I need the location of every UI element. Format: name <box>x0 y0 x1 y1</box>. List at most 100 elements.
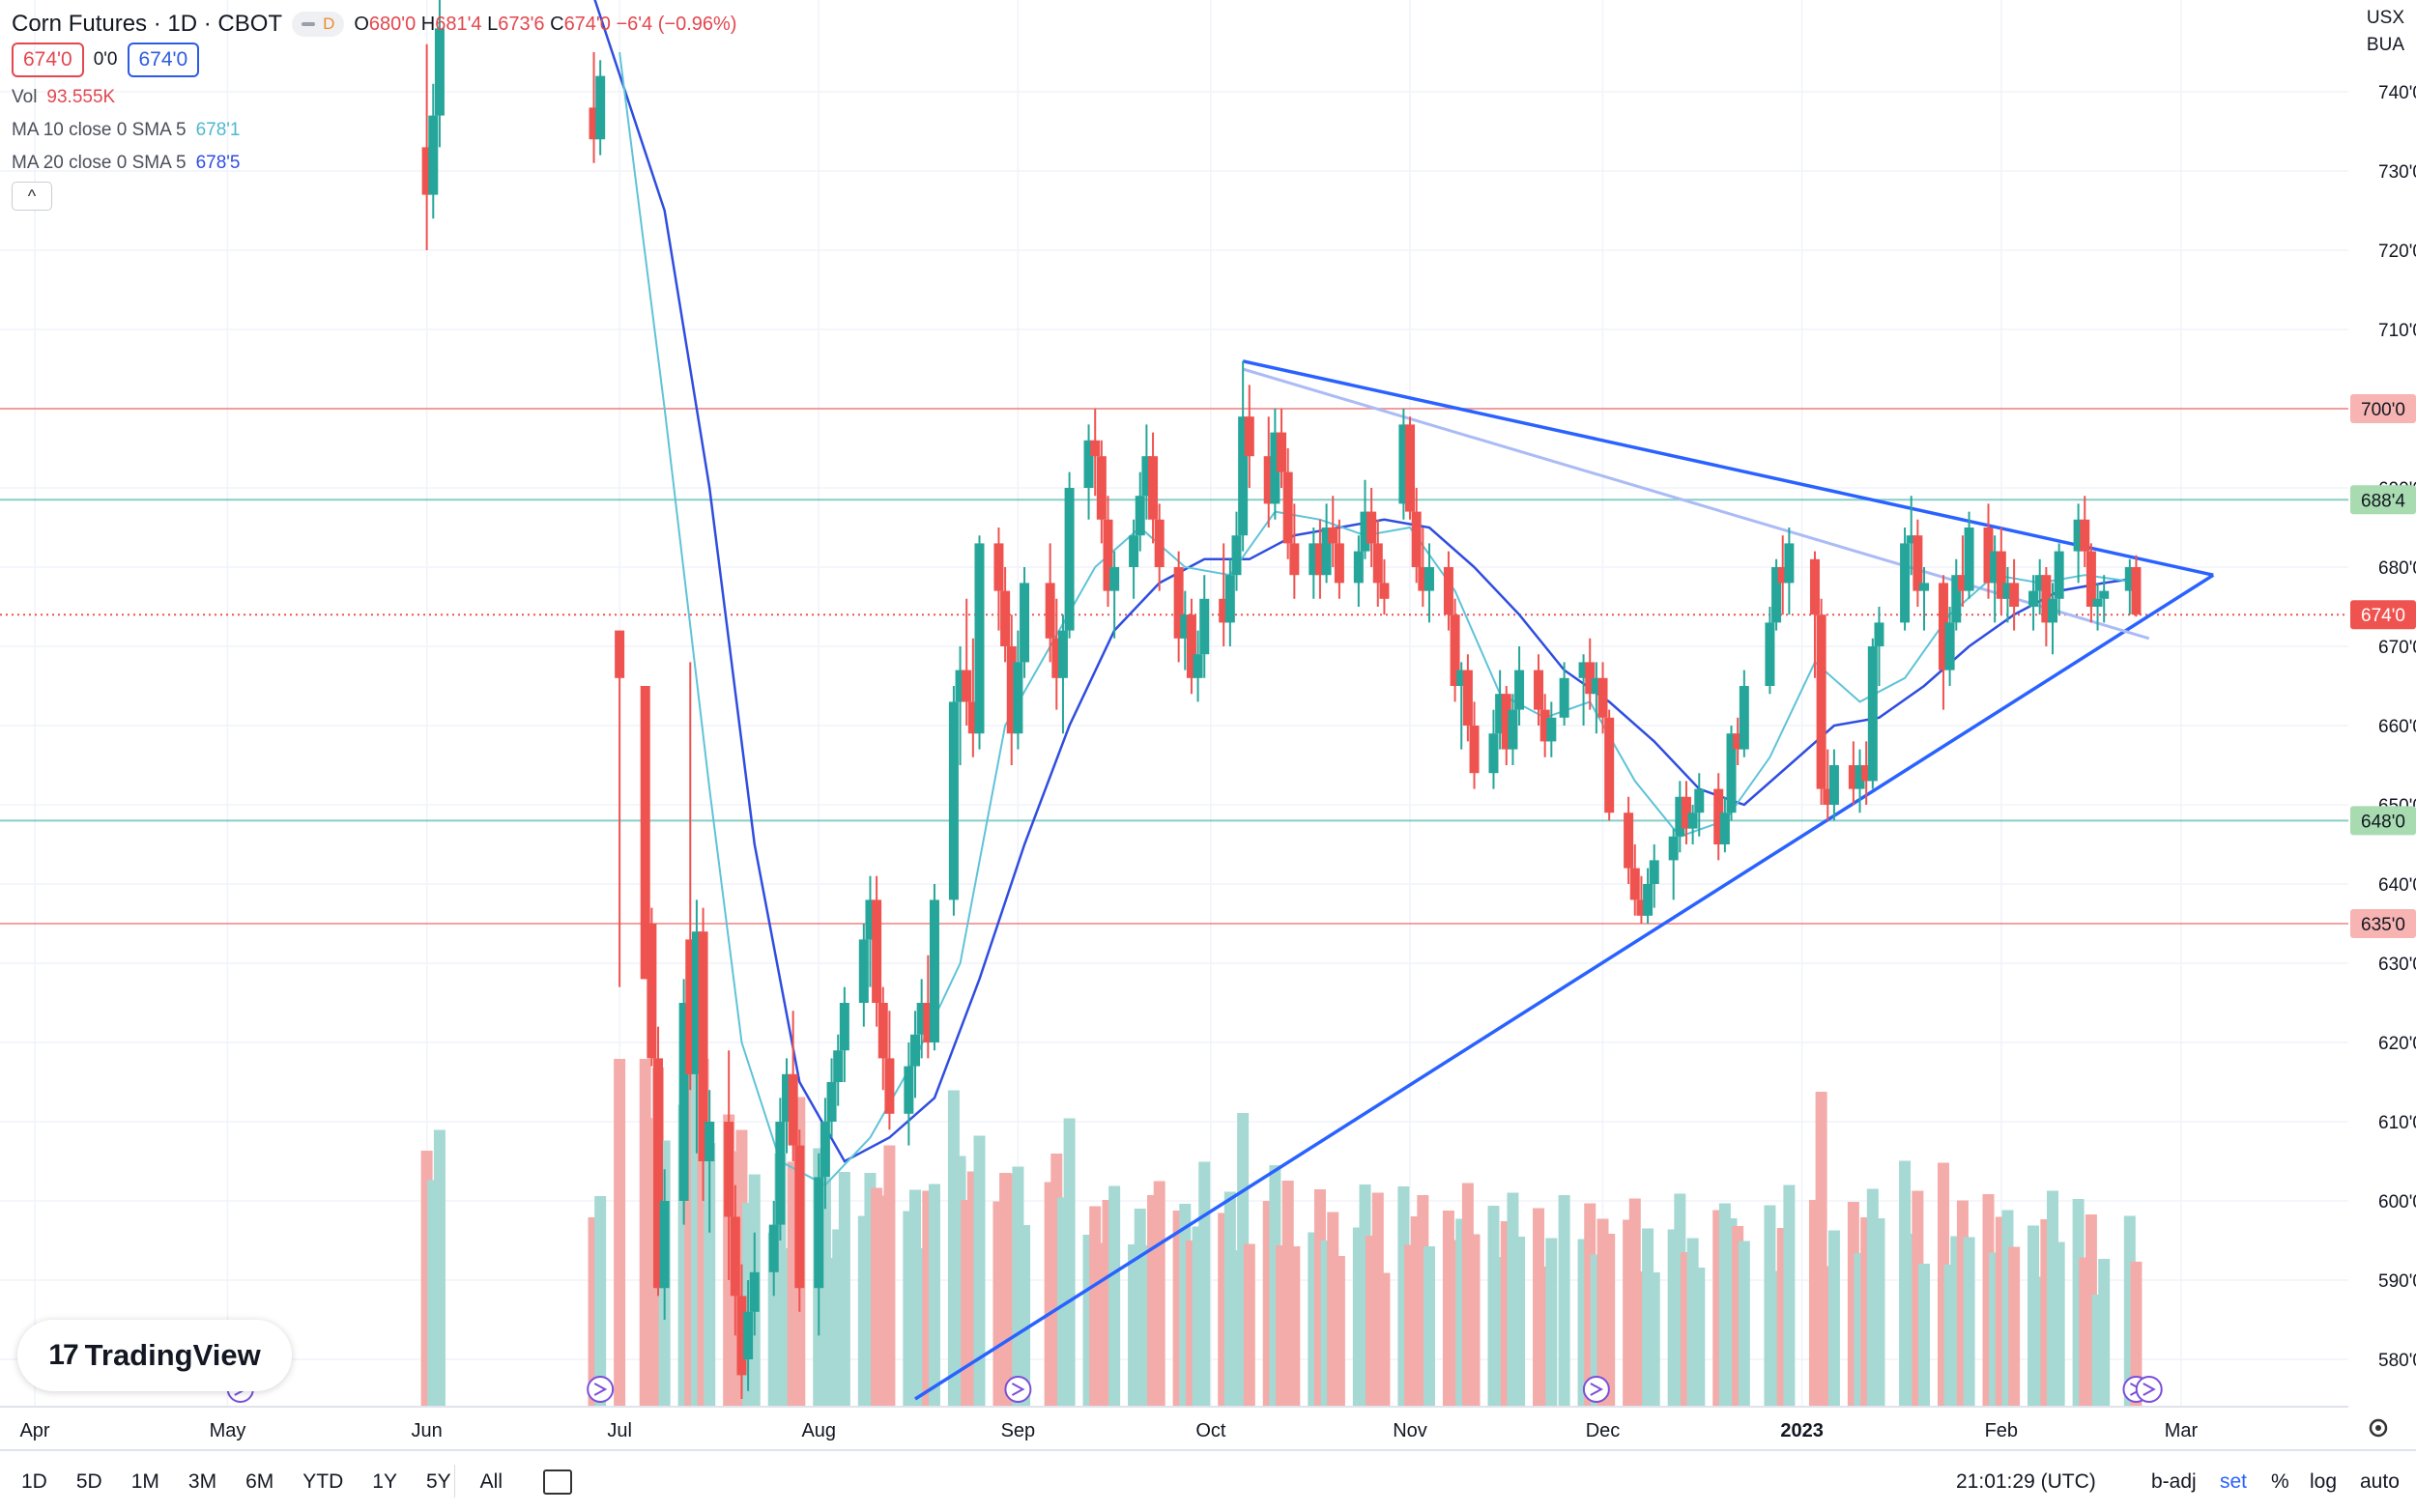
back-adjust-toggle[interactable]: b-adj <box>2151 1469 2197 1493</box>
candle-body <box>1591 677 1601 695</box>
market-status-pill[interactable]: D <box>292 12 345 37</box>
candle-body <box>1694 788 1705 813</box>
candle-body <box>1462 670 1473 726</box>
percent-scale-toggle[interactable]: % <box>2271 1469 2289 1493</box>
candle-body <box>916 1003 927 1035</box>
candle-body <box>1096 456 1107 520</box>
symbol-title[interactable]: Corn Futures · 1D · CBOT <box>12 11 283 37</box>
candle <box>923 955 934 1059</box>
tf-5y[interactable]: 5Y <box>425 1469 451 1493</box>
ohlc-values: O680'0 H681'4 L673'6 C674'0 −6'4 (−0.96%… <box>354 8 736 41</box>
candle-body <box>1154 519 1165 567</box>
candle <box>1096 440 1107 544</box>
candle-body <box>858 939 869 1003</box>
candle <box>826 1058 837 1138</box>
symbol-row: Corn Futures · 1D · CBOT D O680'0 H681'4… <box>12 8 736 41</box>
tf-all[interactable]: All <box>479 1469 503 1493</box>
tf-ytd[interactable]: YTD <box>302 1469 344 1493</box>
event-marker-icon <box>2135 1376 2163 1403</box>
candle-body <box>595 75 606 140</box>
candle-body <box>1090 440 1101 457</box>
tf-3m[interactable]: 3M <box>187 1469 217 1493</box>
exchange-label[interactable]: BUA <box>2366 35 2404 55</box>
volume-bar <box>2130 1261 2143 1407</box>
volume-bar <box>1333 1256 1345 1407</box>
candle <box>434 0 445 148</box>
volume-bar <box>1827 1230 1840 1407</box>
candle <box>428 83 439 219</box>
candle <box>1848 741 1858 805</box>
price-chart[interactable]: 740'0730'0720'0710'0700'0690'0680'0670'0… <box>0 0 2416 1449</box>
candle <box>1309 528 1319 599</box>
tf-5d[interactable]: 5D <box>75 1469 102 1493</box>
price-tag-bg <box>2350 600 2416 630</box>
settlement-toggle[interactable]: set <box>2220 1469 2248 1493</box>
tf-1y[interactable]: 1Y <box>372 1469 397 1493</box>
candle <box>929 884 939 1051</box>
candle-body <box>685 939 696 1074</box>
calendar-icon[interactable] <box>543 1469 572 1495</box>
volume-bar <box>433 1129 446 1407</box>
candle <box>1289 503 1300 599</box>
candle-body <box>1681 796 1691 829</box>
candle <box>1809 551 1820 678</box>
candle-body <box>1874 622 1884 646</box>
ma20-line <box>593 0 2137 1163</box>
candle <box>1784 528 1795 615</box>
bid-box[interactable]: 674'0 <box>12 43 84 77</box>
candle <box>1224 558 1235 646</box>
clock-time[interactable]: 21:01:29 (UTC) <box>1956 1469 2096 1493</box>
candle <box>2073 503 2084 584</box>
candle-body <box>1913 535 1923 591</box>
ma20-indicator-row[interactable]: MA 20 close 0 SMA 5 678'5 <box>12 147 736 180</box>
candle-body <box>647 924 657 1059</box>
candle <box>1816 598 1826 805</box>
candle-body <box>1148 456 1159 520</box>
candle-body <box>1289 543 1300 576</box>
candle <box>1900 528 1911 631</box>
dash-icon <box>302 22 316 26</box>
auto-scale-toggle[interactable]: auto <box>2360 1469 2400 1493</box>
tf-1m[interactable]: 1M <box>130 1469 159 1493</box>
candle-body <box>1186 614 1196 678</box>
tradingview-logo[interactable]: 17 TradingView <box>17 1320 292 1391</box>
volume-bar <box>973 1135 986 1407</box>
candle-body <box>1424 567 1434 591</box>
candle <box>1013 630 1023 750</box>
candle <box>1148 432 1159 544</box>
ask-box[interactable]: 674'0 <box>127 43 200 77</box>
collapse-legend-button[interactable]: ^ <box>12 182 52 211</box>
volume-indicator-row[interactable]: Vol 93.555K <box>12 81 736 114</box>
candle-body <box>1000 590 1011 646</box>
candle-body <box>1816 614 1826 789</box>
bottom-toolbar: 1D 5D 1M 3M 6M YTD 1Y 5Y All 21:01:29 (U… <box>0 1449 2416 1512</box>
volume-bar <box>1019 1225 1031 1407</box>
volume-bar <box>1153 1181 1165 1407</box>
tf-6m[interactable]: 6M <box>245 1469 274 1493</box>
price-tag: 674'0 <box>2350 600 2416 630</box>
log-scale-toggle[interactable]: log <box>2310 1469 2338 1493</box>
candle <box>1006 614 1017 765</box>
price-tick-label: 660'0 <box>2378 717 2416 737</box>
candle-body <box>910 1034 921 1067</box>
close-value: 674'0 <box>563 14 611 35</box>
candle-body <box>1514 670 1525 710</box>
time-tick-label: Aug <box>801 1420 836 1441</box>
candle-body <box>1045 583 1055 639</box>
candle-body <box>1064 488 1075 631</box>
tf-1d[interactable]: 1D <box>21 1469 47 1493</box>
candle-body <box>2131 567 2142 615</box>
currency-label[interactable]: USX <box>2366 8 2404 28</box>
candle <box>1424 543 1434 623</box>
price-axis: 740'0730'0720'0710'0700'0690'0680'0670'0… <box>2350 83 2416 1371</box>
candle-body <box>1624 813 1634 869</box>
candle-body <box>1964 528 1974 591</box>
ma10-indicator-row[interactable]: MA 10 close 0 SMA 5 678'1 <box>12 114 736 147</box>
change-value: −6'4 (−0.96%) <box>616 14 737 35</box>
price-tag: 700'0 <box>2350 394 2416 423</box>
candle <box>1051 598 1062 710</box>
candle-body <box>1443 567 1453 615</box>
candle-body <box>691 931 702 1074</box>
candle-body <box>967 701 978 734</box>
candle <box>1353 535 1364 607</box>
